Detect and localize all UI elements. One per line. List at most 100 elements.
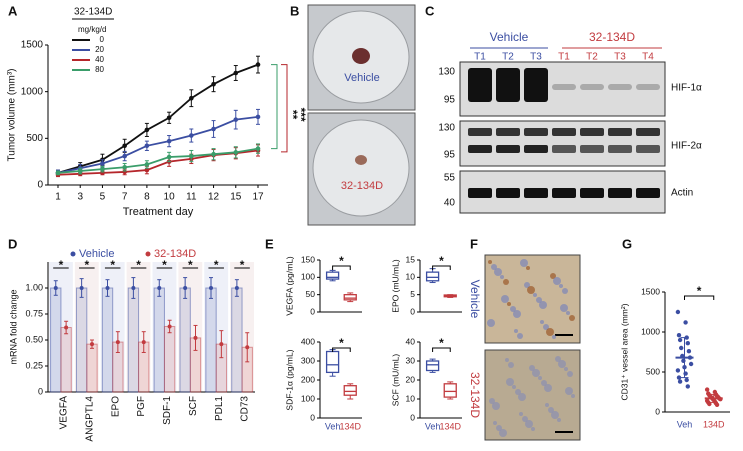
y-tick-label: 0 bbox=[655, 406, 660, 416]
annotation: * bbox=[188, 258, 193, 272]
x-tick-label: Veh bbox=[677, 419, 693, 429]
point bbox=[100, 161, 105, 166]
cell bbox=[559, 284, 563, 288]
point bbox=[100, 166, 105, 172]
cell bbox=[539, 301, 547, 309]
y-tick-label: 0 bbox=[410, 412, 415, 422]
panel-letter: B bbox=[290, 3, 299, 18]
point bbox=[676, 375, 682, 380]
y-tick-label: 150 bbox=[301, 254, 315, 264]
cell bbox=[522, 416, 528, 422]
lane-label: T1 bbox=[558, 52, 570, 63]
cell bbox=[506, 378, 514, 386]
bar bbox=[101, 287, 114, 393]
annotation: * bbox=[339, 254, 344, 268]
x-axis-label: Treatment day bbox=[123, 206, 194, 218]
legend-label: 80 bbox=[95, 65, 104, 74]
box bbox=[425, 360, 440, 372]
point bbox=[77, 168, 83, 174]
x-tick-label: 17 bbox=[252, 192, 264, 203]
x-tick-label: Veh bbox=[425, 421, 441, 431]
bar bbox=[127, 287, 140, 393]
cell bbox=[531, 427, 535, 431]
annotation: ** bbox=[286, 110, 300, 120]
y-tick-label: 0.75 bbox=[25, 308, 43, 318]
cell bbox=[526, 266, 530, 270]
point bbox=[209, 286, 214, 290]
cell bbox=[550, 273, 556, 279]
point bbox=[245, 345, 250, 350]
annotation: * bbox=[697, 284, 702, 298]
y-tick-label: 0 bbox=[310, 306, 315, 316]
cell bbox=[571, 394, 575, 398]
point bbox=[89, 342, 94, 347]
y-tick-label: 500 bbox=[26, 133, 43, 144]
bar bbox=[163, 325, 176, 393]
point bbox=[211, 81, 216, 87]
band bbox=[524, 68, 548, 102]
cell bbox=[488, 260, 492, 264]
annotation: * bbox=[240, 258, 245, 272]
band bbox=[608, 188, 632, 198]
y-tick-label: 15 bbox=[406, 254, 416, 264]
x-tick-label: 5 bbox=[100, 192, 106, 203]
protein-label: HIF-2α bbox=[671, 141, 702, 152]
band bbox=[496, 68, 520, 102]
point bbox=[676, 333, 682, 338]
y-axis-label: Tumor volume (mm³) bbox=[7, 69, 18, 162]
point bbox=[131, 286, 136, 290]
bracket bbox=[271, 64, 278, 150]
point bbox=[122, 143, 127, 149]
cell bbox=[518, 393, 526, 401]
histology bbox=[484, 254, 581, 344]
point bbox=[193, 335, 198, 340]
panel-letter: F bbox=[470, 236, 478, 251]
box bbox=[325, 271, 340, 280]
group-label: Vehicle bbox=[490, 30, 529, 44]
cell bbox=[507, 302, 511, 306]
bar bbox=[50, 287, 62, 393]
x-tick-label: 15 bbox=[230, 192, 242, 203]
mw-marker: 55 bbox=[444, 173, 456, 184]
cell bbox=[567, 371, 573, 377]
cell bbox=[489, 398, 495, 404]
y-tick-label: 0.50 bbox=[25, 334, 43, 344]
mw-marker: 130 bbox=[438, 67, 455, 78]
point bbox=[677, 379, 683, 384]
annotation: * bbox=[110, 258, 115, 272]
y-axis-label: SCF (mU/mL) bbox=[390, 354, 400, 407]
photo-label: 32-134D bbox=[341, 180, 383, 192]
point bbox=[686, 349, 692, 354]
cell bbox=[529, 365, 535, 371]
cell bbox=[527, 286, 535, 294]
y-tick-label: 40 bbox=[406, 336, 416, 346]
point bbox=[105, 286, 110, 290]
point bbox=[233, 70, 239, 76]
box bbox=[325, 350, 340, 374]
point bbox=[234, 286, 239, 290]
y-tick-label: 0 bbox=[410, 306, 415, 316]
y-tick-label: 500 bbox=[646, 366, 660, 376]
cell bbox=[517, 333, 523, 339]
protein-label: HIF-1α bbox=[671, 83, 702, 94]
point bbox=[122, 164, 127, 170]
bar bbox=[153, 287, 165, 393]
band bbox=[580, 188, 604, 198]
x-tick-label: PGF bbox=[136, 396, 147, 417]
cell bbox=[512, 385, 516, 389]
point bbox=[53, 286, 58, 290]
legend-label: Vehicle bbox=[79, 248, 114, 260]
mw-marker: 40 bbox=[444, 198, 456, 209]
cell bbox=[501, 295, 509, 303]
band bbox=[608, 145, 632, 153]
cell bbox=[508, 362, 514, 368]
mw-marker: 130 bbox=[438, 123, 455, 134]
x-tick-label: 8 bbox=[144, 192, 150, 203]
band bbox=[580, 128, 604, 136]
annotation: * bbox=[439, 336, 444, 350]
y-tick-label: 0 bbox=[310, 412, 315, 422]
band bbox=[636, 188, 660, 198]
point bbox=[683, 320, 688, 325]
cell bbox=[560, 304, 568, 312]
panel-letter: A bbox=[8, 3, 18, 18]
